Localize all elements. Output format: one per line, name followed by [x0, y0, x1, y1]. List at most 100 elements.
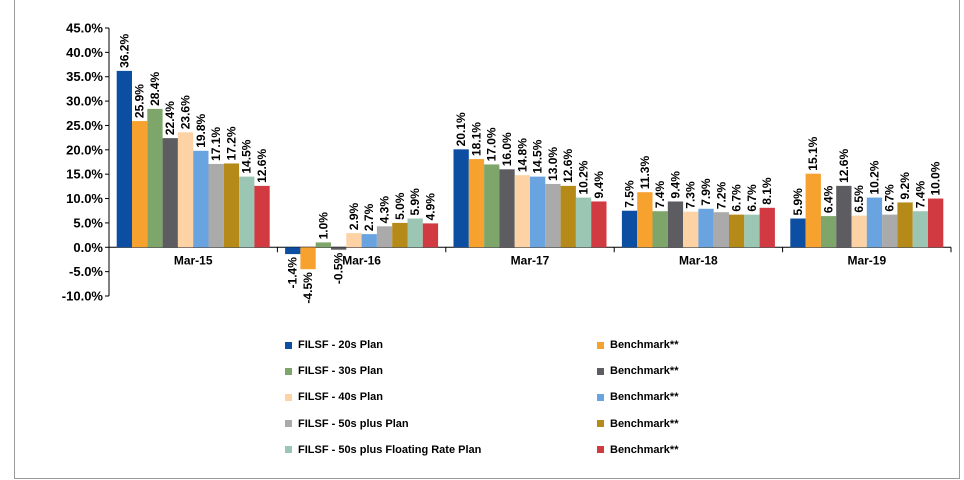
bar: [116, 70, 132, 248]
data-label: 18.1%: [469, 122, 483, 156]
bar: [882, 214, 898, 248]
data-label: 17.0%: [485, 127, 499, 161]
y-tick-label: -10.0%: [62, 289, 104, 304]
bar: [744, 214, 760, 248]
data-label: 20.1%: [454, 112, 468, 146]
y-tick-label: 5.0%: [73, 215, 103, 230]
data-label: 6.7%: [883, 184, 897, 212]
bar: [759, 207, 775, 248]
bar: [575, 197, 592, 248]
category-label: Mar-15: [174, 253, 213, 267]
bar: [652, 211, 668, 248]
bar: [422, 223, 439, 248]
bar: [805, 173, 821, 248]
y-tick-label: -5.0%: [69, 264, 103, 279]
data-label: 7.4%: [913, 181, 927, 209]
bar: [315, 242, 331, 248]
bar: [193, 150, 209, 248]
data-label: -4.5%: [301, 272, 315, 304]
bar: [147, 108, 163, 248]
bar: [162, 138, 178, 248]
data-label: 12.6%: [837, 149, 851, 183]
data-label: 11.3%: [638, 156, 652, 190]
data-label: 9.4%: [668, 171, 682, 199]
y-tick-label: 0.0%: [73, 240, 103, 255]
data-label: 28.4%: [148, 72, 162, 106]
bar: [683, 211, 699, 248]
data-label: 17.2%: [224, 126, 238, 160]
y-tick-label: 20.0%: [66, 142, 103, 157]
data-label: -1.4%: [286, 257, 300, 289]
bar: [407, 218, 423, 248]
bar: [820, 216, 837, 248]
data-label: 14.8%: [515, 138, 529, 172]
data-label: 12.6%: [255, 149, 269, 183]
data-label: 2.7%: [362, 203, 376, 231]
data-label: 4.3%: [378, 196, 392, 224]
bar: [300, 247, 316, 270]
data-label: 5.0%: [393, 192, 407, 220]
data-label: 13.0%: [546, 147, 560, 181]
bar: [514, 175, 530, 248]
data-label: 2.9%: [347, 202, 361, 230]
bar: [177, 132, 194, 248]
bar: [729, 214, 745, 248]
bar: [499, 169, 515, 248]
y-tick-label: 15.0%: [66, 167, 103, 182]
data-label: 7.2%: [714, 182, 728, 210]
bar: [560, 185, 576, 248]
bar: [208, 163, 224, 248]
data-label: 23.6%: [179, 95, 193, 129]
data-label: 10.0%: [929, 161, 943, 195]
data-label: 7.9%: [699, 178, 713, 206]
bar: [866, 197, 883, 248]
data-label: 25.9%: [133, 84, 147, 118]
data-label: 19.8%: [194, 113, 208, 147]
y-tick-label: 45.0%: [66, 21, 103, 36]
data-label: 22.4%: [163, 101, 177, 135]
data-label: 5.9%: [791, 188, 805, 216]
data-label: 16.0%: [500, 132, 514, 166]
y-tick-label: 30.0%: [66, 94, 103, 109]
y-tick-label: 40.0%: [66, 45, 103, 60]
bar: [392, 222, 408, 248]
data-label: 9.4%: [592, 171, 606, 199]
bar: [361, 234, 377, 248]
data-label: 4.9%: [423, 193, 437, 221]
bar: [453, 149, 469, 248]
bar: [545, 183, 561, 248]
bar: [468, 159, 485, 248]
data-label: 36.2%: [117, 34, 131, 68]
bar: [331, 247, 347, 250]
bar: [254, 185, 270, 248]
data-label: 5.9%: [408, 188, 422, 216]
data-label: 14.5%: [240, 139, 254, 173]
bar: [851, 215, 867, 248]
bar: [698, 208, 714, 248]
bar: [667, 201, 684, 248]
data-label: 7.5%: [623, 180, 637, 208]
category-label: Mar-16: [342, 253, 381, 267]
bar: [591, 201, 607, 248]
data-label: 8.1%: [760, 177, 774, 205]
bar: [897, 202, 913, 248]
bar: [790, 218, 806, 248]
data-label: 6.7%: [730, 184, 744, 212]
data-label: 10.2%: [867, 160, 881, 194]
bar: [621, 210, 638, 248]
category-label: Mar-17: [511, 253, 550, 267]
bar: [713, 212, 729, 248]
data-label: 10.2%: [577, 160, 591, 194]
bar: [928, 198, 944, 248]
data-label: 14.5%: [531, 139, 545, 173]
bar: [346, 233, 362, 248]
chart-frame: [14, 0, 960, 479]
category-label: Mar-18: [679, 253, 718, 267]
data-label: 6.7%: [745, 184, 759, 212]
data-label: 7.3%: [684, 181, 698, 209]
y-tick-label: 10.0%: [66, 191, 103, 206]
bar: [836, 185, 852, 248]
data-label: 9.2%: [898, 172, 912, 200]
bar: [285, 247, 301, 255]
